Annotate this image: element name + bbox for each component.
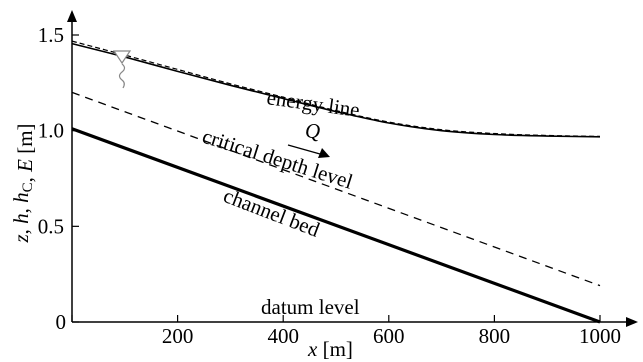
series-group <box>71 40 601 324</box>
y-tick-label: 0.5 <box>38 214 64 238</box>
discharge-label: Q <box>305 119 320 143</box>
energy-line-label: energy line <box>265 85 361 122</box>
water-surface-wave-icon <box>118 63 126 89</box>
datum-level-label: datum level <box>261 295 360 319</box>
y-axis-arrowhead <box>67 10 77 22</box>
series-line-critical-depth-level <box>71 91 601 287</box>
origin-label: 0 <box>56 310 67 334</box>
series-line-energy-line <box>71 40 601 138</box>
series-line-channel-bed <box>71 127 601 324</box>
y-tick-label: 1.5 <box>38 23 64 47</box>
discharge-arrowhead <box>318 148 330 158</box>
y-tick-label: 1.0 <box>38 119 64 143</box>
labels-group: 200 400 600 800 1000 0.5 1.0 1.5 0 x [m] z, h, hC,… <box>9 23 621 361</box>
discharge-arrow <box>287 144 321 155</box>
x-tick-label: 200 <box>162 324 194 348</box>
x-tick-label: 600 <box>373 324 405 348</box>
x-axis-arrowhead <box>626 317 638 327</box>
y-axis-title: z, h, hC, E [m] <box>9 123 37 243</box>
water-surface-icon <box>112 50 132 65</box>
x-axis-title: x [m] <box>307 337 353 361</box>
channel-bed-label: channel bed <box>220 183 323 242</box>
axes <box>67 10 638 327</box>
x-tick-label: 800 <box>479 324 511 348</box>
series-line-water-surface <box>71 42 601 138</box>
x-tick-label: 1000 <box>579 324 621 348</box>
x-tick-label: 400 <box>267 324 299 348</box>
